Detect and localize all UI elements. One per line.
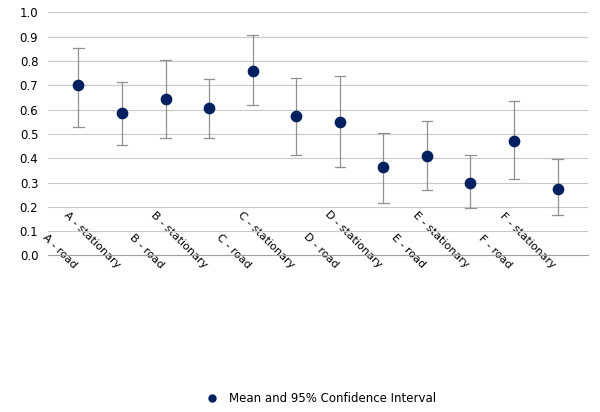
Point [466, 179, 475, 186]
Legend: Mean and 95% Confidence Interval: Mean and 95% Confidence Interval [196, 388, 440, 410]
Point [335, 119, 344, 125]
Point [117, 110, 127, 117]
Point [379, 164, 388, 170]
Point [74, 82, 83, 89]
Point [553, 185, 562, 192]
Point [248, 68, 257, 74]
Point [205, 105, 214, 112]
Point [509, 138, 519, 145]
Point [292, 113, 301, 120]
Point [161, 95, 170, 102]
Point [422, 152, 431, 159]
